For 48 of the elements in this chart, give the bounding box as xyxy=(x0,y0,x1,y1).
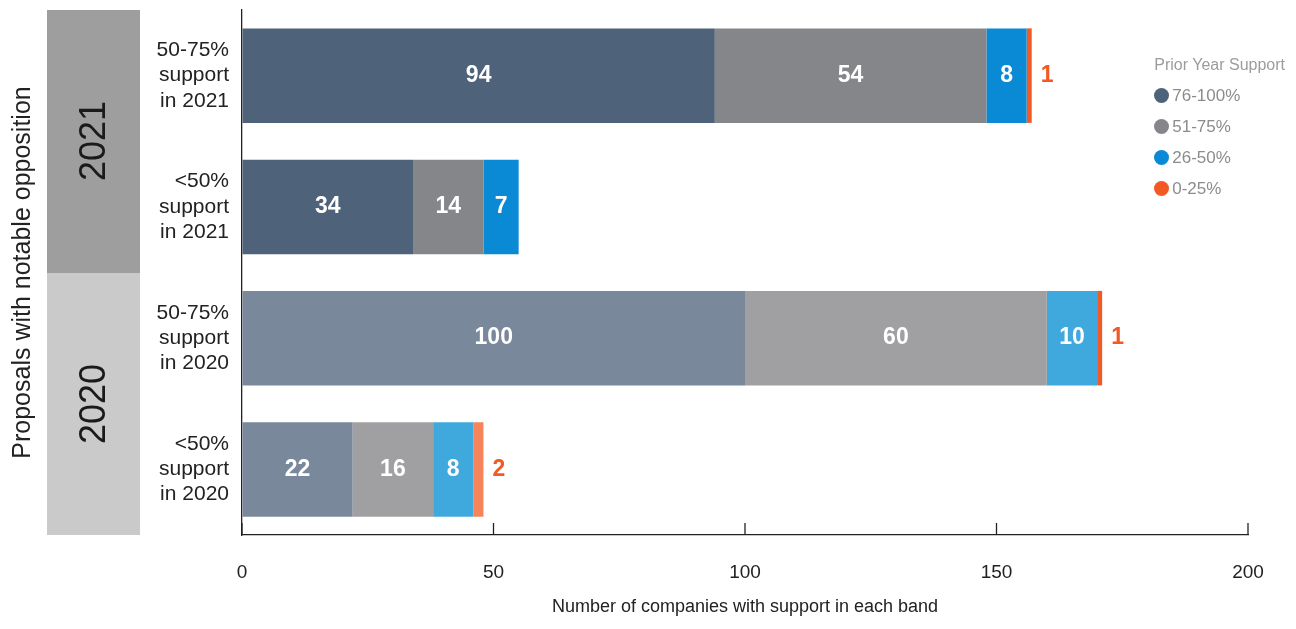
legend-label: 51-75% xyxy=(1172,116,1231,137)
bar xyxy=(1026,28,1032,123)
data-label: 14 xyxy=(435,192,462,219)
legend-title: Prior Year Support xyxy=(1154,56,1285,74)
label-panel: 2021 xyxy=(47,10,140,273)
data-label: 34 xyxy=(314,192,341,219)
x-tick-label: 150 xyxy=(980,560,1013,582)
bar xyxy=(1097,290,1103,386)
bar xyxy=(413,159,484,255)
data-label: 60 xyxy=(883,323,909,350)
bar xyxy=(745,290,1047,386)
x-axis-title: Number of companies with support in each band xyxy=(551,596,939,617)
label-panel: 2020 xyxy=(47,272,140,535)
bar xyxy=(483,159,519,255)
bar xyxy=(433,422,474,517)
data-label: 8 xyxy=(1000,60,1014,87)
data-label: 16 xyxy=(380,454,406,481)
legend-label: 26-50% xyxy=(1172,147,1231,168)
legend-label: 76-100% xyxy=(1172,85,1241,106)
bar xyxy=(242,159,414,255)
y-axis-title: Proposals with notable opposition xyxy=(6,86,35,459)
legend-label: 0-25% xyxy=(1172,178,1222,199)
data-label: 54 xyxy=(837,60,864,87)
bar xyxy=(352,422,434,517)
x-tick-label: 100 xyxy=(729,560,761,582)
data-label: 8 xyxy=(446,454,460,481)
bar xyxy=(1046,290,1098,386)
bar xyxy=(986,28,1027,123)
data-label: 1 xyxy=(1040,60,1054,87)
x-tick-label: 50 xyxy=(482,560,505,582)
y-tick-label: <50% support in 2020 xyxy=(158,430,230,505)
x-tick-label: 0 xyxy=(236,560,248,582)
data-label: 100 xyxy=(474,323,513,350)
bar xyxy=(473,422,484,517)
y-tick-label: 50-75% support in 2021 xyxy=(156,37,230,111)
bar xyxy=(714,28,987,123)
bar xyxy=(242,422,353,517)
bar xyxy=(242,28,715,123)
x-tick-label: 200 xyxy=(1232,560,1264,582)
data-label: 7 xyxy=(494,192,508,219)
y-tick-label: 50-75% support in 2020 xyxy=(156,299,230,374)
bar xyxy=(242,290,745,386)
data-label: 2 xyxy=(492,454,506,481)
data-label: 10 xyxy=(1059,323,1085,350)
data-label: 22 xyxy=(284,454,311,481)
data-label: 1 xyxy=(1111,323,1125,350)
data-label: 94 xyxy=(465,60,492,87)
y-tick-label: <50% support in 2021 xyxy=(158,168,230,242)
